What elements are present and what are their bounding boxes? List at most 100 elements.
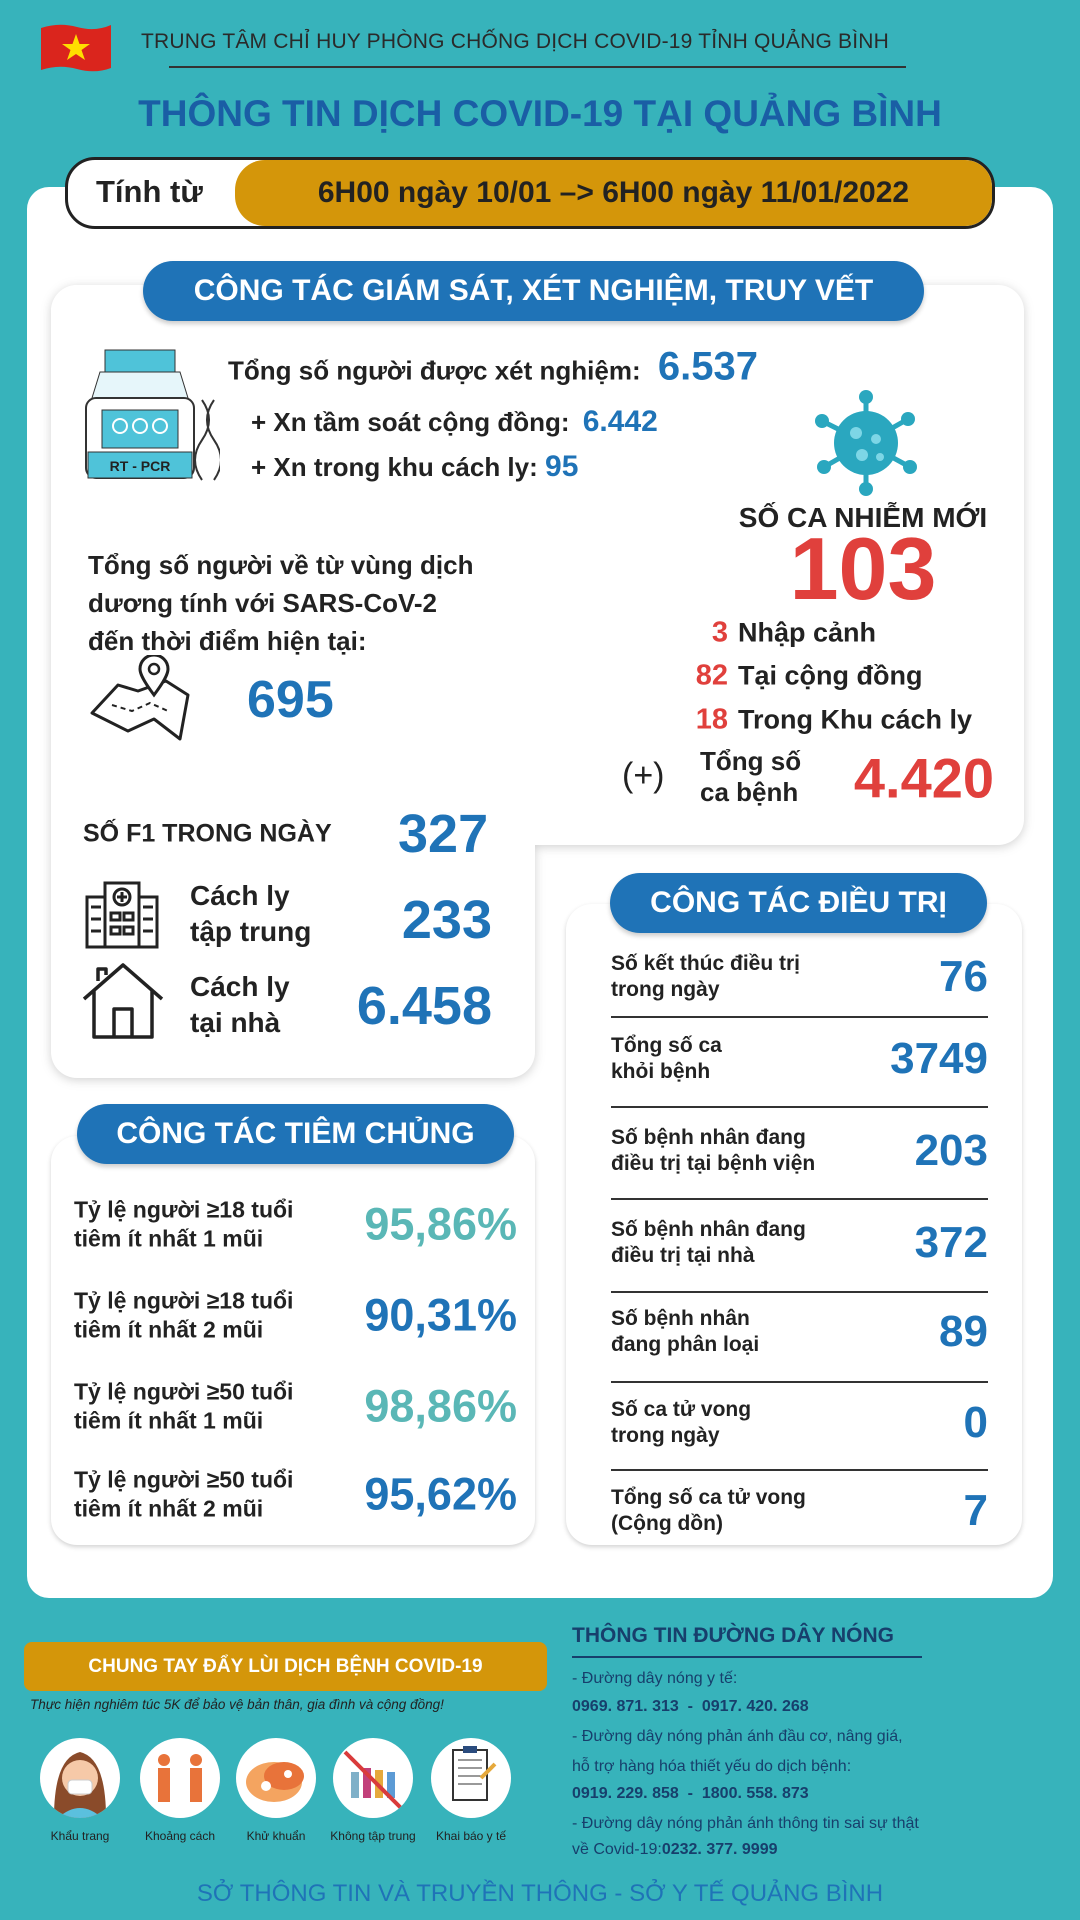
label-line: đang phân loại bbox=[611, 1333, 760, 1356]
org-name: TRUNG TÂM CHỈ HUY PHÒNG CHỐNG DỊCH COVID… bbox=[141, 30, 890, 53]
row-divider bbox=[611, 1381, 988, 1383]
header-divider bbox=[169, 66, 906, 68]
new-cases-label: SỐ CA NHIỄM MỚI bbox=[738, 502, 988, 533]
quarantine-test-label: + Xn trong khu cách ly: bbox=[251, 452, 538, 482]
breakdown-label: Nhập cảnh bbox=[738, 617, 877, 648]
community-row: + Xn tầm soát cộng đồng: 6.442 bbox=[251, 405, 658, 439]
vaccination-rate-value: 90,31% bbox=[364, 1289, 517, 1341]
label-line: trong ngày bbox=[611, 1424, 720, 1447]
hotline-prefix: về Covid-19: bbox=[572, 1841, 662, 1858]
disinfect-icon bbox=[236, 1738, 316, 1818]
returnees-text: Tổng số người về từ vùng dịch dương tính… bbox=[88, 546, 473, 660]
vaccination-card bbox=[51, 1136, 535, 1545]
central-label-line: tập trung bbox=[190, 916, 312, 947]
quarantine-test-value: 95 bbox=[545, 450, 579, 483]
total-cases-value: 4.420 bbox=[853, 746, 994, 810]
campaign-banner: CHUNG TAY ĐẨY LÙI DỊCH BỆNH COVID-19 bbox=[24, 1642, 547, 1691]
label-line: Tỷ lệ người ≥18 tuổi bbox=[74, 1287, 294, 1314]
distance-icon bbox=[140, 1738, 220, 1818]
period-label: Tính từ bbox=[96, 174, 203, 209]
label-line: Số ca tử vong bbox=[611, 1397, 752, 1421]
total-prefix: (+) bbox=[622, 756, 665, 795]
map-pin-icon bbox=[90, 655, 190, 741]
rt-pcr-label: RT - PCR bbox=[110, 458, 171, 474]
central-label-line: Cách ly bbox=[190, 880, 290, 911]
campaign-item-label: Khoảng cách bbox=[144, 1829, 216, 1843]
period-pill: Tính từ 6H00 ngày 10/01 –> 6H00 ngày 11/… bbox=[65, 157, 995, 229]
label-line: tiêm ít nhất 1 mũi bbox=[74, 1407, 264, 1433]
campaign-item-label: Khử khuẩn bbox=[246, 1829, 306, 1843]
row-divider bbox=[611, 1469, 988, 1471]
home-quarantine-value: 6.458 bbox=[356, 976, 492, 1036]
treatment-row-label: Tổng số ca khỏi bệnh bbox=[611, 1033, 722, 1086]
breakdown-value: 3 bbox=[711, 616, 728, 649]
label-line: Số kết thúc điều trị bbox=[611, 951, 801, 975]
row-divider bbox=[611, 1198, 988, 1200]
breakdown-value: 82 bbox=[695, 659, 728, 692]
label-line: Tỷ lệ người ≥50 tuổi bbox=[74, 1378, 294, 1405]
label-line: trong ngày bbox=[611, 978, 720, 1001]
central-quarantine-label: Cách ly tập trung bbox=[190, 878, 311, 950]
house-icon bbox=[82, 963, 164, 1039]
vaccination-heading: CÔNG TÁC TIÊM CHỦNG bbox=[77, 1104, 514, 1164]
community-label: + Xn tầm soát cộng đồng: bbox=[251, 407, 570, 437]
label-line: tiêm ít nhất 2 mũi bbox=[74, 1316, 264, 1342]
label-line: khỏi bệnh bbox=[611, 1060, 711, 1083]
treatment-row-label: Số ca tử vong trong ngày bbox=[611, 1397, 751, 1450]
vaccination-row-label: Tỷ lệ người ≥50 tuổi tiêm ít nhất 1 mũi bbox=[74, 1377, 293, 1435]
breakdown-label: Trong Khu cách ly bbox=[738, 704, 973, 735]
returnees-line: đến thời điểm hiện tại: bbox=[88, 626, 367, 656]
rt-pcr-machine-icon: RT - PCR bbox=[85, 349, 220, 481]
label-line: Số bệnh nhân bbox=[611, 1306, 750, 1330]
home-quarantine-label: Cách ly tại nhà bbox=[190, 969, 290, 1041]
new-cases-value: 103 bbox=[789, 519, 937, 618]
campaign-item-label: Không tập trung bbox=[330, 1829, 416, 1843]
treatment-row-label: Số bệnh nhân đang phân loại bbox=[611, 1306, 759, 1359]
vaccination-rate-value: 98,86% bbox=[364, 1380, 517, 1432]
treatment-row-label: Số bệnh nhân đang điều trị tại bệnh viện bbox=[611, 1125, 815, 1178]
total-label-line: ca bệnh bbox=[700, 777, 799, 807]
vaccination-rate-value: 95,62% bbox=[364, 1468, 517, 1520]
community-value: 6.442 bbox=[582, 405, 658, 438]
mask-icon bbox=[40, 1738, 120, 1818]
vietnam-flag-icon bbox=[41, 24, 111, 72]
hotline-title: THÔNG TIN ĐƯỜNG DÂY NÓNG bbox=[572, 1624, 894, 1647]
hotline-number: 0232. 377. 9999 bbox=[661, 1841, 778, 1858]
virus-icon bbox=[815, 390, 917, 496]
campaign-subtitle: Thực hiện nghiêm túc 5K để bảo vệ bản th… bbox=[30, 1697, 444, 1712]
treatment-row-value: 372 bbox=[914, 1218, 988, 1267]
hotline-number: 0969. 871. 313 - 0917. 420. 268 bbox=[572, 1698, 809, 1715]
total-label-line: Tổng số bbox=[700, 746, 802, 776]
hotline-number: 0919. 229. 858 - 1800. 558. 873 bbox=[572, 1785, 809, 1802]
treatment-row-value: 7 bbox=[963, 1486, 988, 1535]
returnees-line: Tổng số người về từ vùng dịch bbox=[88, 550, 474, 580]
quarantine-test-row: + Xn trong khu cách ly: 95 bbox=[251, 450, 578, 484]
label-line: tiêm ít nhất 1 mũi bbox=[74, 1225, 264, 1251]
no-gathering-icon bbox=[333, 1738, 413, 1818]
row-divider bbox=[611, 1106, 988, 1108]
central-quarantine-value: 233 bbox=[401, 890, 492, 950]
label-line: (Cộng dồn) bbox=[611, 1512, 723, 1535]
f1-label: SỐ F1 TRONG NGÀY bbox=[83, 819, 332, 848]
label-line: Tổng số ca bbox=[611, 1033, 722, 1057]
row-divider bbox=[611, 1016, 988, 1018]
label-line: điều trị tại bệnh viện bbox=[611, 1152, 816, 1175]
label-line: Tổng số ca tử vong bbox=[611, 1485, 806, 1509]
tested-label: Tổng số người được xét nghiệm: bbox=[228, 355, 641, 386]
tested-row: Tổng số người được xét nghiệm: 6.537 bbox=[228, 345, 758, 390]
treatment-row-value: 203 bbox=[914, 1126, 988, 1175]
page-title: THÔNG TIN DỊCH COVID-19 TẠI QUẢNG BÌNH bbox=[138, 93, 942, 134]
hotline-divider bbox=[572, 1656, 922, 1658]
hotline-line: hỗ trợ hàng hóa thiết yếu do dịch bệnh: bbox=[572, 1758, 852, 1775]
treatment-row-label: Số bệnh nhân đang điều trị tại nhà bbox=[611, 1217, 806, 1270]
hotline-line-last: về Covid-19:0232. 377. 9999 bbox=[572, 1841, 778, 1859]
treatment-row-value: 3749 bbox=[890, 1034, 988, 1083]
treatment-row-value: 0 bbox=[963, 1398, 988, 1447]
home-label-line: Cách ly bbox=[190, 971, 290, 1002]
treatment-row-value: 89 bbox=[939, 1307, 988, 1356]
breakdown-label: Tại cộng đồng bbox=[738, 660, 923, 691]
vaccination-row-label: Tỷ lệ người ≥18 tuổi tiêm ít nhất 1 mũi bbox=[74, 1195, 293, 1253]
label-line: Số bệnh nhân đang bbox=[611, 1217, 806, 1241]
health-declaration-icon bbox=[431, 1738, 511, 1818]
treatment-row-value: 76 bbox=[939, 952, 988, 1001]
